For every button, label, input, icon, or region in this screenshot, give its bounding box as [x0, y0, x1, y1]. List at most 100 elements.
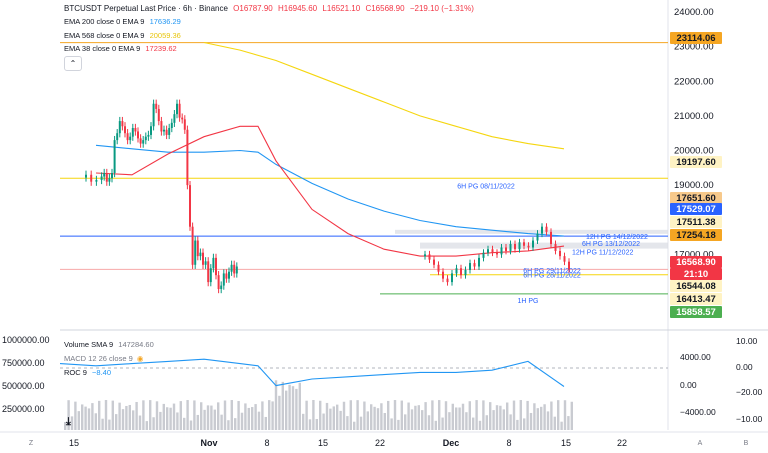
volume-bar: [322, 413, 325, 430]
price-label: 21:10: [684, 269, 708, 280]
indicator-tick-label: 4000.00: [680, 352, 711, 362]
candle-body: [541, 226, 543, 234]
volume-bar: [254, 404, 257, 430]
indicator-tick-label: 0.00: [736, 362, 753, 372]
volume-bar: [268, 400, 271, 430]
candle-body: [550, 231, 552, 245]
candle-body: [424, 254, 426, 257]
candle-body: [118, 121, 121, 134]
volume-bar: [155, 401, 159, 430]
volume-bar: [230, 400, 233, 430]
side-button-a[interactable]: A: [697, 440, 703, 447]
price-label-box: [670, 280, 722, 292]
macd-legend[interactable]: MACD 12 26 close 9 ◉: [64, 354, 143, 363]
candle-body: [518, 242, 521, 250]
candle-body: [144, 136, 147, 141]
volume-bar: [390, 418, 393, 430]
indicator-label: EMA 38 close 0 EMA 9: [64, 44, 141, 53]
volume-bar: [427, 415, 431, 430]
candle-body: [545, 226, 548, 232]
volume-legend[interactable]: Volume SMA 9 147284.60: [64, 340, 154, 349]
indicator-legend-ema38[interactable]: EMA 38 close 0 EMA 9 17239.62: [64, 44, 177, 53]
side-button-z[interactable]: Z: [28, 440, 34, 447]
volume-bar: [115, 414, 118, 430]
volume-bar: [108, 419, 111, 430]
candle-body: [108, 178, 111, 182]
volume-bar: [94, 413, 97, 430]
volume-bar: [278, 395, 281, 430]
candle-body: [473, 263, 476, 267]
y-tick-label: 22000.00: [674, 76, 714, 87]
side-button-b[interactable]: B: [743, 440, 749, 447]
candle-body: [199, 252, 202, 257]
indicator-tick-label: −10.00: [736, 414, 763, 424]
volume-bar: [363, 401, 366, 430]
candle-body: [173, 114, 176, 123]
candle-body: [559, 250, 561, 257]
candle-body: [514, 244, 516, 250]
volume-bar: [458, 407, 461, 430]
candle-body: [207, 261, 210, 283]
tradingview-logo: ⤓: [66, 416, 71, 428]
volume-bar: [475, 400, 478, 430]
level-label: 6H PG 29/11/2022: [523, 268, 581, 275]
volume-bar: [346, 416, 349, 430]
volume-bar: [244, 403, 247, 430]
volume-bar: [312, 400, 315, 430]
volume-bar: [465, 412, 468, 430]
symbol-title[interactable]: BTCUSDT Perpetual Last Price · 6h · Bina…: [64, 4, 228, 13]
candle-body: [147, 134, 150, 137]
volume-bar: [302, 413, 305, 430]
candle-body: [536, 233, 539, 241]
collapse-legend-button[interactable]: ⌃: [64, 56, 82, 71]
volume-bar: [468, 401, 471, 430]
macd-label: MACD 12 26 close 9: [64, 354, 133, 363]
indicator-legend-ema568[interactable]: EMA 568 close 0 EMA 9 20059.36: [64, 31, 181, 40]
indicator-legend-ema200[interactable]: EMA 200 close 0 EMA 9 17636.29: [64, 17, 181, 26]
volume-bar: [546, 411, 550, 430]
indicator-tick-label: 0.00: [680, 380, 697, 390]
level-label: 6H PG 08/11/2022: [457, 183, 515, 190]
volume-bar: [540, 406, 543, 430]
indicator-label: EMA 200 close 0 EMA 9: [64, 17, 145, 26]
candle-body: [100, 176, 103, 180]
volume-bar: [533, 403, 536, 430]
volume-tick-label: 750000.00: [2, 358, 45, 368]
y-tick-label: 17000.00: [674, 249, 714, 260]
y-tick-label: 20000.00: [674, 146, 714, 157]
candle-body: [191, 226, 194, 265]
volume-bar: [353, 421, 356, 430]
candle-body: [126, 133, 129, 141]
candle-body: [442, 271, 444, 279]
volume-bar: [74, 401, 77, 430]
roc-legend[interactable]: ROC 9 −8.40: [64, 368, 111, 377]
volume-bar: [448, 412, 451, 430]
volume-bar: [543, 404, 546, 430]
volume-bar: [451, 403, 454, 430]
volume-bar: [149, 400, 152, 430]
volume-bar: [298, 382, 301, 430]
price-label: 19197.60: [676, 157, 716, 168]
eye-icon[interactable]: ◉: [136, 354, 144, 363]
volume-label: Volume SMA 9: [64, 340, 114, 349]
ohlc-close: C16568.90: [365, 4, 405, 13]
volume-bar: [567, 416, 570, 430]
price-label-box: [670, 293, 722, 305]
volume-bar: [295, 388, 298, 430]
volume-bar: [417, 405, 420, 430]
volume-bar: [383, 413, 386, 430]
x-tick-label: 15: [318, 438, 328, 448]
candle-body: [554, 244, 557, 251]
volume-bar: [179, 401, 182, 430]
volume-bar: [502, 409, 505, 430]
volume-bar: [128, 404, 131, 430]
volume-tick-label: 500000.00: [2, 381, 45, 391]
volume-bar: [247, 407, 250, 430]
volume-bar: [336, 404, 339, 430]
candle-body: [170, 122, 173, 129]
volume-bar: [506, 402, 509, 430]
candle-body: [433, 259, 435, 265]
y-tick-label: 23000.00: [674, 42, 714, 53]
indicator-tick-label: −20.00: [736, 387, 763, 397]
